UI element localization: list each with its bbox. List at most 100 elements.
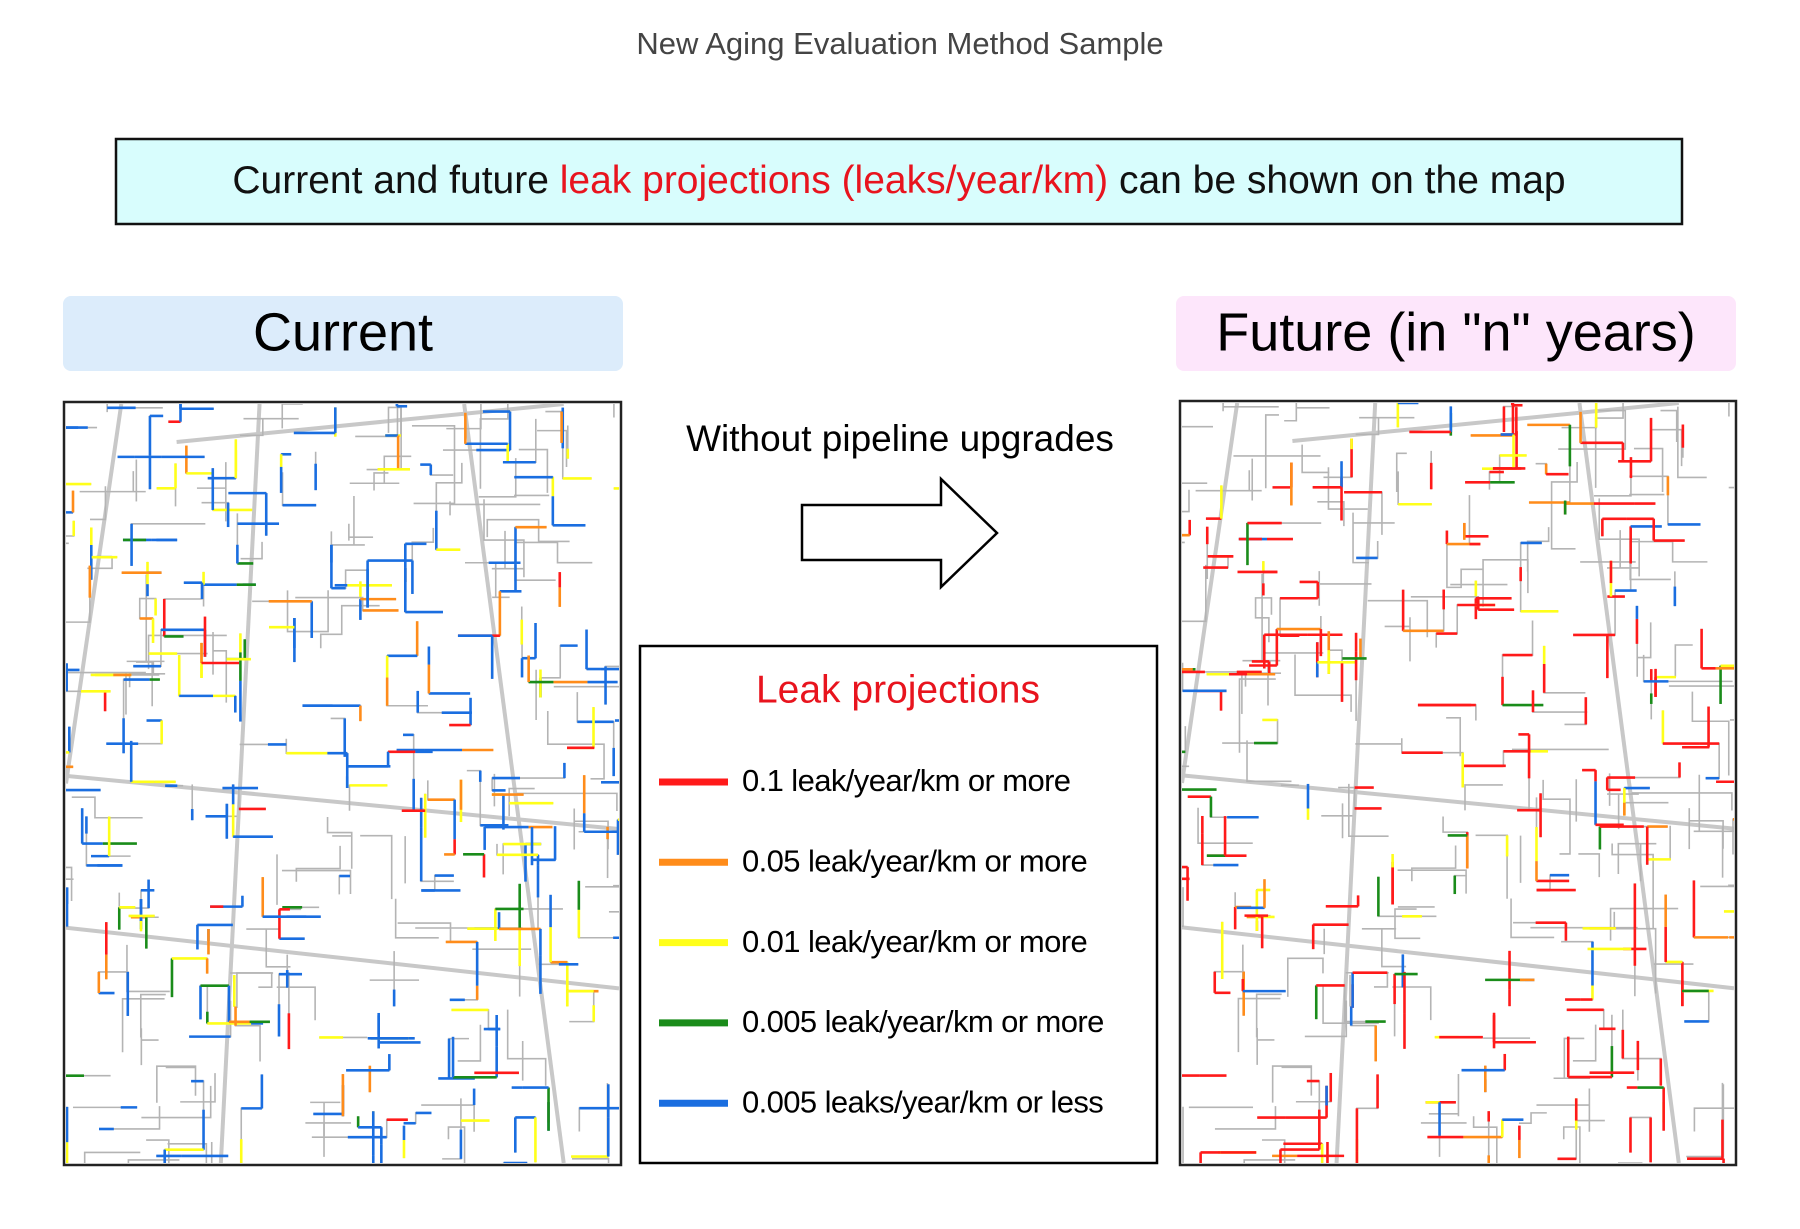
major-road [66,773,619,832]
legend-box [638,644,1159,1165]
street [1246,740,1292,783]
street [66,671,146,674]
major-road [66,925,619,991]
legend-label: 0.005 leak/year/km or more [742,1004,1104,1039]
street [447,1126,466,1163]
street [1693,774,1734,833]
street [1598,498,1640,577]
street [1254,597,1273,643]
street [1691,691,1730,776]
street [79,471,146,493]
street [1237,997,1281,1053]
street [394,898,439,939]
street [1550,461,1578,550]
street [139,993,166,1038]
street [1609,907,1679,941]
panel-label: Current [253,302,433,362]
major-road [66,404,124,784]
street [1222,403,1279,412]
street [1182,564,1207,623]
street [71,796,143,819]
street [516,792,618,812]
street [210,1142,213,1163]
street [506,1009,547,1086]
street [140,1028,159,1066]
street [1510,898,1555,939]
street [1693,1107,1734,1132]
street [236,972,273,1009]
street [167,1142,208,1163]
street [1606,530,1640,569]
street [1367,599,1429,638]
panel-label-box [1176,296,1736,371]
street [1607,793,1639,830]
street [305,1122,352,1157]
street [1558,409,1627,450]
street [349,455,412,485]
panel-label-box [63,296,623,371]
street [106,404,163,413]
street [1238,678,1276,753]
street [457,1024,482,1062]
street [1317,500,1345,527]
street [180,1073,216,1103]
street [1197,807,1253,844]
street [1182,887,1184,928]
map-future [1178,399,1738,1167]
street [502,1162,528,1163]
street [1214,1106,1277,1130]
map-canvas [1182,403,1734,1163]
legend-label: 0.05 leak/year/km or more [742,843,1087,878]
street [1518,1112,1547,1124]
arrow [800,476,999,590]
street [89,486,107,521]
street [1542,779,1571,855]
page-title: New Aging Evaluation Method Sample [636,26,1163,61]
street [1553,1037,1591,1080]
street [348,523,374,541]
street [246,928,291,968]
street [492,561,510,599]
street [446,404,482,430]
street [1327,467,1368,510]
street [239,417,299,437]
legend-label: 0.1 leak/year/km or more [742,763,1070,798]
street [1286,957,1324,997]
street [1195,470,1262,492]
banner-part: can be shown on the map [1108,159,1565,202]
street [1677,406,1707,479]
street [1536,1088,1591,1132]
major-road [1577,403,1681,1163]
street [1318,571,1372,606]
street [330,495,365,546]
street [1394,908,1421,940]
street [66,866,74,902]
legend-items: 0.1 leak/year/km or more 0.05 leak/year/k… [659,763,1104,1119]
street [486,518,570,543]
street [537,429,568,468]
street [1732,818,1734,855]
banner-part: Current and future [232,159,559,202]
street [1284,403,1330,422]
street [212,631,228,703]
street [1636,622,1652,677]
street [1301,444,1330,474]
banner-box [114,137,1684,226]
street [1182,726,1187,753]
street [1618,1162,1643,1163]
street [1182,489,1190,544]
arrow-label: Without pipeline upgrades [686,418,1114,459]
street [1482,558,1529,607]
panel-label: Future (in "n" years) [1216,302,1696,362]
banner-highlight: leak projections (leaks/year/km) [560,159,1108,202]
street [240,541,263,560]
street [1397,869,1467,894]
street [1294,654,1352,712]
street [1348,783,1389,837]
street [196,462,227,522]
street [1633,447,1664,492]
street [1322,984,1379,1025]
street [1572,1024,1597,1062]
